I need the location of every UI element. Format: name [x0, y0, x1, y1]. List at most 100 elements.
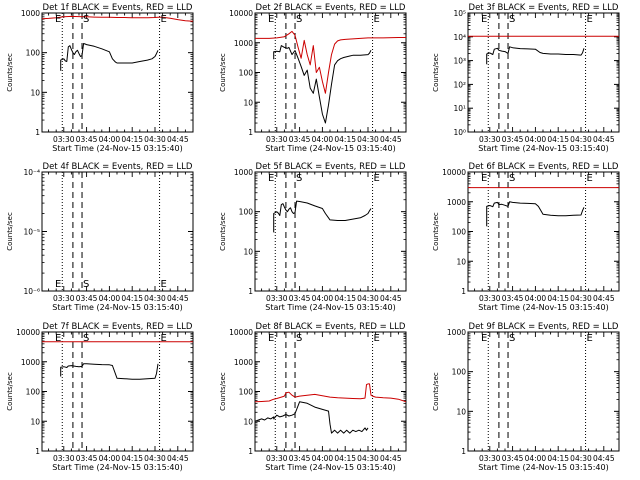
x-tick-label: 04:30: [570, 294, 592, 303]
y-tick-label: 10⁻⁴: [23, 168, 40, 177]
panel-title: Det 7f BLACK = Events, RED = LLD: [43, 322, 193, 332]
y-tick-label: 10⁻⁵: [23, 228, 40, 237]
x-tick-label: 03:45: [76, 454, 98, 463]
y-axis-label: Counts/sec: [6, 372, 14, 411]
plot-frame: [467, 331, 620, 452]
y-tick-label: 10000: [229, 9, 253, 18]
marker-label-e: E: [374, 14, 380, 25]
x-tick-label: 04:00: [312, 135, 334, 144]
lld-series-line: [42, 15, 193, 22]
marker-label-e: E: [374, 333, 380, 344]
x-tick-label: 04:45: [593, 294, 615, 303]
panel-det-3: Det 3f BLACK = Events, RED = LLD 10⁰ 10¹ 10…: [432, 3, 620, 153]
x-tick-label: 03:45: [502, 454, 524, 463]
lld-series-line: [255, 383, 406, 403]
y-axis-label: Counts/sec: [432, 53, 440, 92]
panel-title: Det 2f BLACK = Events, RED = LLD: [256, 3, 406, 13]
panel-det-2: Det 2f BLACK = Events, RED = LLD 1 10 100 10…: [219, 3, 407, 153]
x-tick-label: 04:30: [570, 135, 592, 144]
y-tick-label: 1000: [21, 358, 40, 367]
x-tick-label: 03:45: [76, 135, 98, 144]
y-tick-label: 1000: [234, 168, 253, 177]
marker-label-e: E: [587, 14, 593, 25]
y-tick-label: 1000: [21, 9, 40, 18]
y-tick-label: 1: [248, 447, 253, 456]
marker-label-e: E: [161, 14, 167, 25]
y-axis-label: Counts/sec: [432, 372, 440, 411]
x-tick-label: 04:15: [121, 454, 143, 463]
x-tick-label: 04:00: [525, 294, 547, 303]
y-tick-label: 10: [243, 417, 253, 426]
x-tick-label: 03:30: [479, 454, 501, 463]
plot-area: [255, 13, 406, 132]
x-axis-label: Start Time (24-Nov-15 03:15:40): [265, 463, 395, 472]
y-tick-label: 100: [239, 208, 254, 217]
x-tick-label: 04:30: [144, 454, 166, 463]
y-tick-label: 1000: [234, 39, 253, 48]
y-tick-label: 100: [239, 69, 254, 78]
marker-label-e: E: [55, 279, 61, 290]
y-tick-label: 10: [456, 257, 466, 266]
x-tick-label: 03:30: [53, 454, 75, 463]
x-tick-label: 04:45: [167, 294, 189, 303]
x-tick-label: 03:30: [266, 454, 288, 463]
x-tick-label: 04:30: [144, 135, 166, 144]
panel-title: Det 8f BLACK = Events, RED = LLD: [256, 322, 406, 332]
marker-label-e: E: [481, 14, 487, 25]
plot-frame: [41, 171, 194, 292]
marker-label-s: S: [83, 279, 89, 290]
plot-area: [42, 13, 193, 132]
y-tick-label: 10: [30, 88, 40, 97]
marker-label-s: S: [296, 14, 302, 25]
x-tick-label: 04:00: [99, 294, 121, 303]
y-tick-label: 10⁴: [453, 33, 466, 42]
plot-frame: [254, 12, 407, 133]
x-tick-label: 04:15: [334, 135, 356, 144]
panel-title: Det 4f BLACK = Events, RED = LLD: [43, 162, 193, 172]
y-tick-label: 100: [26, 49, 41, 58]
x-tick-label: 04:45: [380, 294, 402, 303]
y-tick-label: 10⁰: [453, 128, 466, 137]
marker-label-s: S: [509, 333, 515, 344]
x-tick-label: 04:45: [167, 135, 189, 144]
events-series-line: [255, 401, 369, 434]
x-axis-label: Start Time (24-Nov-15 03:15:40): [52, 463, 182, 472]
plot-frame: [254, 171, 407, 292]
events-series-line: [486, 201, 585, 227]
plot-frame: [41, 12, 194, 133]
x-tick-label: 03:30: [479, 294, 501, 303]
x-tick-label: 04:45: [167, 454, 189, 463]
marker-label-s: S: [83, 14, 89, 25]
x-tick-label: 04:15: [547, 135, 569, 144]
x-tick-label: 04:00: [525, 135, 547, 144]
x-tick-label: 04:45: [593, 135, 615, 144]
marker-label-s: S: [296, 173, 302, 184]
x-tick-label: 04:15: [121, 294, 143, 303]
x-tick-label: 04:00: [99, 135, 121, 144]
panel-det-1: Det 1f BLACK = Events, RED = LLD 1 10 100 10…: [6, 3, 194, 153]
plot-frame: [254, 331, 407, 452]
panel-title: Det 5f BLACK = Events, RED = LLD: [256, 162, 406, 172]
y-axis-label: Counts/sec: [219, 212, 227, 251]
y-tick-label: 1: [461, 287, 466, 296]
x-tick-label: 03:45: [289, 454, 311, 463]
x-tick-label: 04:00: [525, 454, 547, 463]
x-tick-label: 04:45: [380, 454, 402, 463]
x-tick-label: 03:45: [289, 294, 311, 303]
plot-area: [487, 332, 587, 451]
y-tick-label: 1000: [447, 328, 466, 337]
panel-det-8: Det 8f BLACK = Events, RED = LLD 1 10 100 10…: [219, 322, 407, 472]
y-tick-label: 100: [452, 228, 467, 237]
y-tick-label: 10: [243, 98, 253, 107]
y-tick-label: 1: [35, 447, 40, 456]
y-tick-label: 100: [452, 368, 467, 377]
marker-label-e: E: [481, 173, 487, 184]
y-tick-label: 1: [248, 128, 253, 137]
x-tick-label: 04:15: [334, 454, 356, 463]
y-axis-label: Counts/sec: [6, 212, 14, 251]
x-tick-label: 04:15: [547, 294, 569, 303]
x-axis-label: Start Time (24-Nov-15 03:15:40): [52, 303, 182, 312]
x-tick-label: 04:00: [99, 454, 121, 463]
panel-det-7: Det 7f BLACK = Events, RED = LLD 1 10 100 10…: [6, 322, 194, 472]
y-tick-label: 1000: [234, 358, 253, 367]
